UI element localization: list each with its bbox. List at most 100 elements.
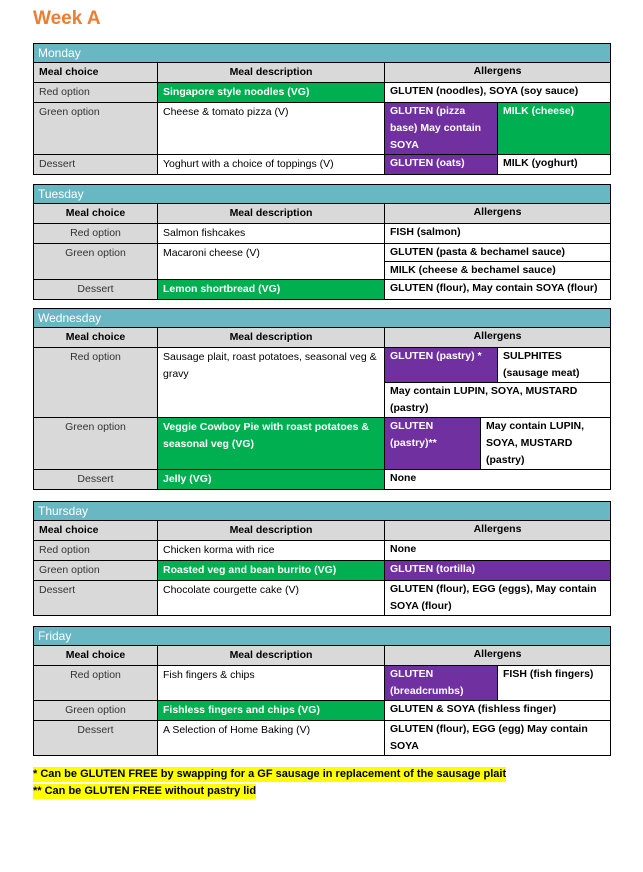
meal-description: Macaroni cheese (V) [158,244,385,279]
table-row: Green option Macaroni cheese (V) GLUTEN (p… [34,244,610,280]
column-header: Meal choice [34,646,158,665]
table-row: Red option Chicken korma with rice None [34,541,610,561]
allergens-cell: GLUTEN (breadcrumbs) FISH (fish fingers) [385,666,610,700]
meal-choice: Dessert [34,581,158,615]
table-row: Green option Cheese & tomato pizza (V) GLU… [34,103,610,155]
column-header: Meal description [158,521,385,540]
table-row: Red option Fish fingers & chips GLUTEN (br… [34,666,610,701]
allergen-row: GLUTEN (pastry)** May contain LUPIN, SOYA… [385,418,610,469]
table-row: Dessert A Selection of Home Baking (V) GLU… [34,721,610,755]
day-header: Friday [34,627,610,646]
meal-choice: Red option [34,224,158,243]
table-row: Dessert Jelly (VG) None [34,470,610,489]
day-header: Tuesday [34,185,610,204]
allergen-row: GLUTEN (flour), May contain SOYA (flour) [385,280,610,299]
header-row: Meal choice Meal description Allergens [34,63,610,83]
allergen: MILK (yoghurt) [497,155,610,174]
meal-choice: Red option [34,83,158,102]
table-row: Red option Salmon fishcakes FISH (salmon) [34,224,610,244]
column-header: Allergens [385,646,610,665]
allergens-cell: FISH (salmon) [385,224,610,243]
column-header: Allergens [385,521,610,540]
meal-description: Veggie Cowboy Pie with roast potatoes & … [158,418,385,469]
allergen: GLUTEN (pasta & bechamel sauce) [385,244,610,261]
allergen-row: GLUTEN (flour), EGG (egg) May contain SO… [385,721,610,755]
allergen: FISH (fish fingers) [497,666,610,700]
allergen: GLUTEN (flour), May contain SOYA (flour) [385,280,610,299]
column-header: Meal description [158,328,385,347]
day-table-monday: Monday Meal choice Meal description Allerge… [33,43,611,175]
allergen: None [385,470,610,489]
allergen: GLUTEN (pastry) * [385,348,497,382]
table-row: Red option Singapore style noodles (VG) GL… [34,83,610,103]
day-table-tuesday: Tuesday Meal choice Meal description Allerg… [33,184,611,300]
day-header: Wednesday [34,309,610,328]
allergen-row: FISH (salmon) [385,224,610,243]
meal-choice: Green option [34,244,158,279]
meal-choice: Red option [34,541,158,560]
meal-choice: Dessert [34,155,158,174]
table-row: Green option Veggie Cowboy Pie with roast… [34,418,610,470]
allergen: GLUTEN (pastry)** [385,418,480,469]
meal-choice: Green option [34,103,158,154]
allergen: GLUTEN (flour), EGG (eggs), May contain … [385,581,610,615]
column-header: Meal choice [34,521,158,540]
meal-description: Lemon shortbread (VG) [158,280,385,299]
meal-choice: Green option [34,418,158,469]
day-header: Thursday [34,502,610,521]
allergens-cell: None [385,470,610,489]
allergen: GLUTEN (flour), EGG (egg) May contain SO… [385,721,610,755]
meal-choice: Dessert [34,470,158,489]
meal-choice: Dessert [34,280,158,299]
allergens-cell: GLUTEN (pastry) * SULPHITES (sausage meat… [385,348,610,417]
meal-description: Sausage plait, roast potatoes, seasonal … [158,348,385,417]
meal-description: A Selection of Home Baking (V) [158,721,385,755]
allergens-cell: GLUTEN (tortilla) [385,561,610,580]
meal-choice: Green option [34,561,158,580]
header-row: Meal choice Meal description Allergens [34,328,610,348]
meal-description: Yoghurt with a choice of toppings (V) [158,155,385,174]
meal-description: Chocolate courgette cake (V) [158,581,385,615]
allergen: GLUTEN (noodles), SOYA (soy sauce) [385,83,610,102]
allergen-row: May contain LUPIN, SOYA, MUSTARD (pastry… [385,382,610,417]
allergens-cell: GLUTEN (pizza base) May contain SOYA MILK… [385,103,610,154]
header-row: Meal choice Meal description Allergens [34,204,610,224]
meal-description: Roasted veg and bean burrito (VG) [158,561,385,580]
day-table-thursday: Thursday Meal choice Meal description Aller… [33,501,611,616]
allergen-row: GLUTEN (pastry) * SULPHITES (sausage meat… [385,348,610,382]
allergens-cell: GLUTEN (flour), EGG (egg) May contain SO… [385,721,610,755]
column-header: Meal choice [34,63,158,82]
allergens-cell: GLUTEN (pastry)** May contain LUPIN, SOYA… [385,418,610,469]
allergen: GLUTEN & SOYA (fishless finger) [385,701,610,720]
allergens-cell: GLUTEN (flour), EGG (eggs), May contain … [385,581,610,615]
allergens-cell: None [385,541,610,560]
header-row: Meal choice Meal description Allergens [34,646,610,666]
allergens-cell: GLUTEN (noodles), SOYA (soy sauce) [385,83,610,102]
allergen: May contain LUPIN, SOYA, MUSTARD (pastry… [480,418,610,469]
column-header: Meal choice [34,204,158,223]
allergen-row: GLUTEN (pizza base) May contain SOYA MILK… [385,103,610,154]
day-table-wednesday: Wednesday Meal choice Meal description Alle… [33,308,611,490]
allergens-cell: GLUTEN (oats) MILK (yoghurt) [385,155,610,174]
footnotes: * Can be GLUTEN FREE by swapping for a G… [33,767,507,801]
meal-description: Jelly (VG) [158,470,385,489]
allergen: None [385,541,610,560]
allergen: GLUTEN (tortilla) [385,561,610,580]
allergen: SULPHITES (sausage meat) [497,348,610,382]
footnote: * Can be GLUTEN FREE by swapping for a G… [33,767,507,782]
allergen-row: None [385,470,610,489]
allergen-row: GLUTEN (oats) MILK (yoghurt) [385,155,610,174]
allergen-row: GLUTEN (flour), EGG (eggs), May contain … [385,581,610,615]
meal-choice: Red option [34,666,158,700]
column-header: Meal description [158,204,385,223]
allergens-cell: GLUTEN (flour), May contain SOYA (flour) [385,280,610,299]
table-row: Dessert Yoghurt with a choice of toppings… [34,155,610,174]
day-table-friday: Friday Meal choice Meal description Allerge… [33,626,611,756]
allergen-row: None [385,541,610,560]
allergen: GLUTEN (breadcrumbs) [385,666,497,700]
allergen-row: GLUTEN (breadcrumbs) FISH (fish fingers) [385,666,610,700]
allergen: FISH (salmon) [385,224,610,243]
meal-choice: Red option [34,348,158,417]
allergen: GLUTEN (oats) [385,155,497,174]
meal-description: Fish fingers & chips [158,666,385,700]
